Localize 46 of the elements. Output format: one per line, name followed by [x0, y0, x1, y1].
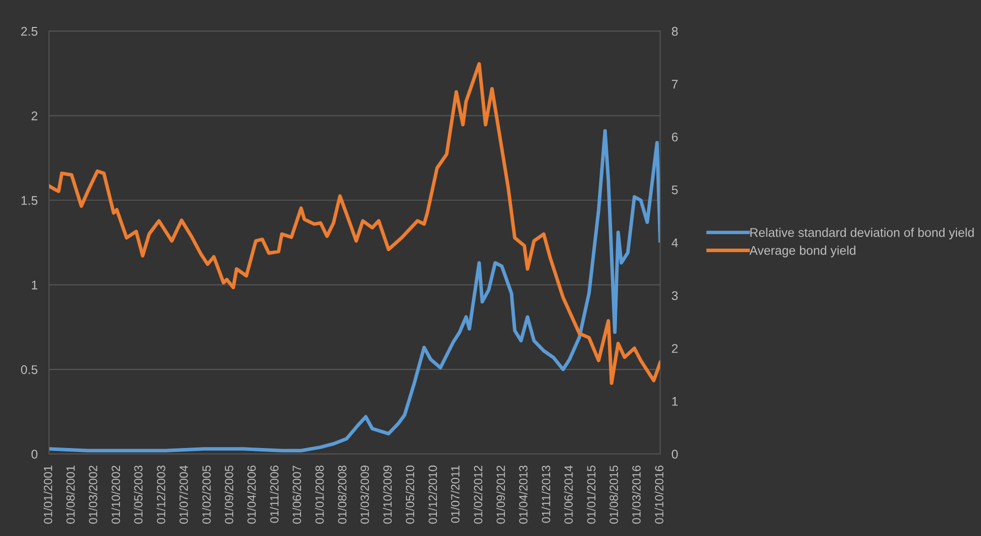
x-tick-label: 01/05/2003: [134, 466, 143, 524]
y2-tick-label: 2: [672, 344, 678, 353]
x-tick-label: 01/08/2008: [338, 466, 346, 524]
x-tick-label: 01/01/2008: [315, 466, 324, 524]
x-tick-label: 01/10/2002: [111, 466, 120, 524]
x-tick-label: 01/12/2003: [156, 466, 166, 524]
y-tick-label: 2.5: [21, 26, 38, 36]
y2-tick-label: 1: [672, 397, 678, 406]
y-tick-label: 1: [32, 280, 38, 290]
legend-label: Relative standard deviation of bond yield: [750, 228, 974, 240]
x-tick-label: 01/07/2011: [450, 466, 460, 523]
x-tick-label: 01/09/2005: [224, 466, 234, 524]
y-tick-label: 0.5: [21, 365, 38, 374]
x-tick-label: 01/02/2012: [474, 466, 482, 524]
y-tick-label: 0: [31, 450, 38, 459]
x-tick-label: 01/03/2016: [632, 466, 641, 524]
x-tick-label: 01/11/2006: [270, 466, 279, 523]
y-tick-label: 1.5: [22, 196, 38, 205]
line-series: [49, 62, 660, 385]
x-tick-label: 01/07/2004: [179, 465, 188, 524]
x-tick-label: 01/11/2013: [542, 466, 550, 523]
x-tick-label: 01/01/2001: [44, 466, 52, 524]
y2-tick-label: 8: [672, 26, 678, 36]
x-tick-label: 01/10/2009: [383, 466, 392, 524]
x-tick-label: 01/08/2001: [66, 466, 75, 524]
x-tick-label: 01/01/2015: [586, 466, 596, 524]
x-tick-label: 01/04/2006: [247, 466, 256, 524]
y2-tick-label: 7: [672, 80, 678, 88]
x-tick-label: 01/12/2010: [428, 466, 437, 524]
x-tick-label: 01/02/2005: [202, 466, 211, 524]
y2-tick-label: 4: [672, 238, 678, 248]
x-tick-label: 01/08/2015: [609, 466, 618, 524]
x-tick-label: 01/05/2010: [406, 466, 414, 524]
y2-tick-label: 6: [672, 132, 678, 142]
x-tick-label: 01/04/2013: [518, 466, 528, 524]
x-tick-label: 01/03/2002: [88, 466, 98, 524]
y2-tick-label: 0: [672, 450, 678, 459]
y-tick-label: 2: [32, 111, 38, 120]
x-tick-label: 01/06/2007: [292, 466, 302, 524]
x-tick-label: 01/10/2016: [654, 466, 664, 524]
x-tick-label: 01/06/2014: [564, 465, 573, 524]
y2-tick-label: 5: [672, 186, 678, 194]
y2-tick-label: 3: [672, 291, 678, 300]
legend-label: Average bond yield: [749, 246, 856, 258]
x-tick-label: 01/03/2009: [360, 466, 369, 524]
x-tick-label: 01/09/2012: [496, 466, 505, 524]
